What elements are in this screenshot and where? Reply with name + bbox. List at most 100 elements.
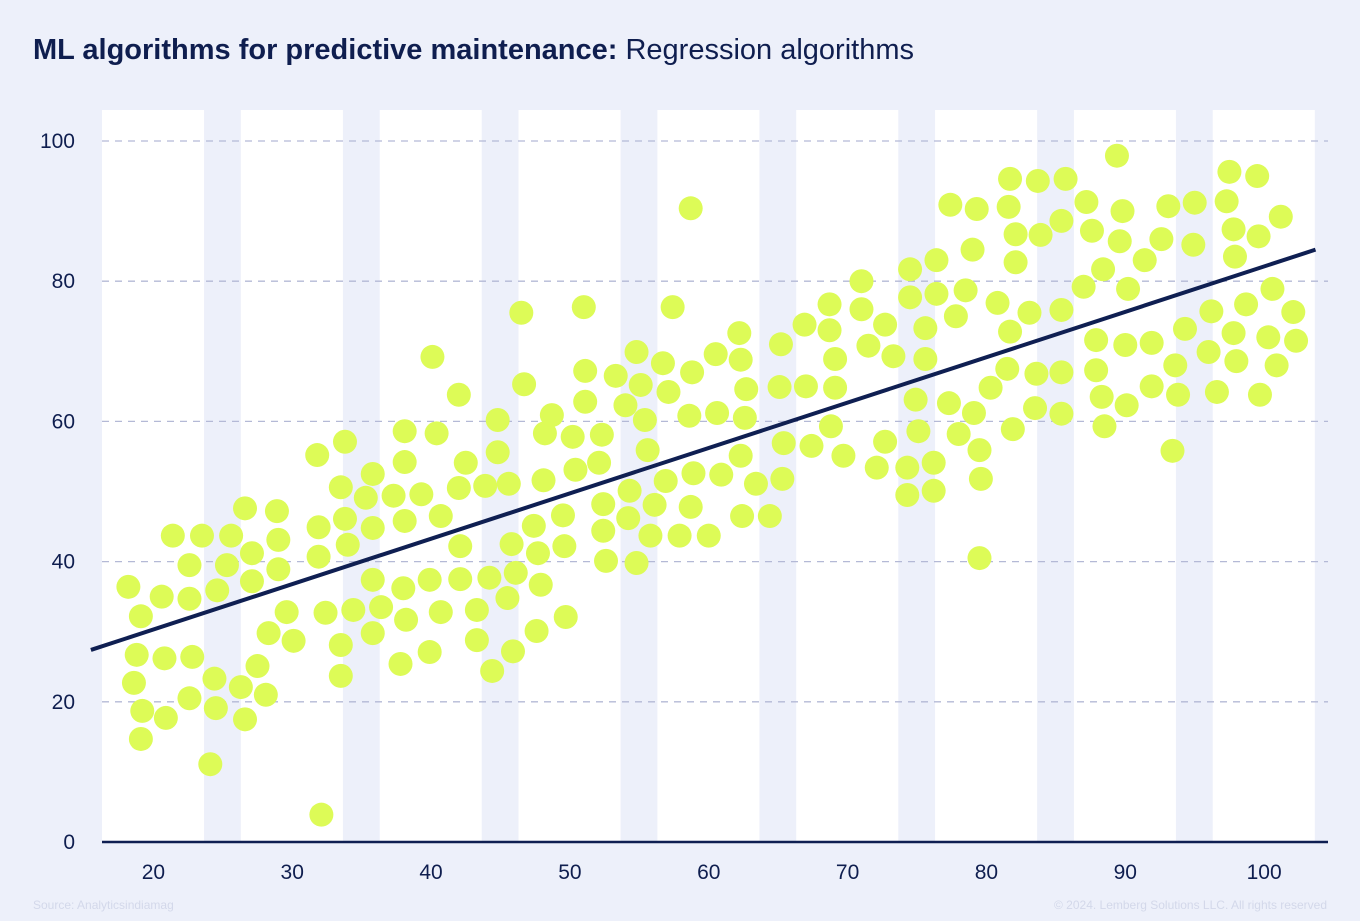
data-point (732, 405, 757, 430)
data-point (913, 316, 938, 341)
data-point (1196, 340, 1221, 365)
data-point (509, 300, 534, 325)
data-point (864, 455, 889, 480)
data-point (500, 639, 525, 664)
data-point (128, 604, 153, 629)
data-point (903, 387, 928, 412)
data-point (1025, 168, 1050, 193)
data-point (573, 358, 598, 383)
data-point (1071, 274, 1096, 299)
data-point (678, 494, 703, 519)
data-point (642, 492, 667, 517)
data-point (728, 443, 753, 468)
data-point (428, 600, 453, 625)
data-point (420, 344, 445, 369)
data-point (480, 658, 505, 683)
data-point (730, 504, 755, 529)
data-point (203, 696, 228, 721)
data-point (473, 473, 498, 498)
data-point (1264, 353, 1289, 378)
y-tick-label: 0 (63, 831, 75, 854)
data-point (964, 196, 989, 221)
data-point (341, 597, 366, 622)
data-point (967, 438, 992, 463)
data-point (996, 194, 1021, 219)
data-point (1284, 328, 1309, 353)
data-point (680, 360, 705, 385)
data-point (667, 523, 692, 548)
data-point (793, 374, 818, 399)
data-point (392, 508, 417, 533)
data-point (266, 527, 291, 552)
data-point (274, 600, 299, 625)
data-point (591, 518, 616, 543)
data-point (677, 403, 702, 428)
chart-title: ML algorithms for predictive maintenance… (33, 34, 914, 67)
data-point (524, 618, 549, 643)
data-point (823, 375, 848, 400)
data-point (1268, 204, 1293, 229)
data-point (881, 344, 906, 369)
data-point (771, 431, 796, 456)
data-point (696, 523, 721, 548)
data-point (128, 726, 153, 751)
data-point (571, 295, 596, 320)
data-point (757, 504, 782, 529)
data-point (1204, 379, 1229, 404)
data-point (160, 523, 185, 548)
data-point (563, 457, 588, 482)
data-point (616, 506, 641, 531)
data-point (628, 372, 653, 397)
data-point (328, 633, 353, 658)
data-point (849, 297, 874, 322)
data-point (1017, 300, 1042, 325)
data-point (477, 565, 502, 590)
data-point (635, 438, 660, 463)
data-point (424, 421, 449, 446)
data-point (678, 196, 703, 221)
data-point (417, 640, 442, 665)
data-point (448, 534, 473, 559)
data-point (1256, 325, 1281, 350)
data-point (995, 356, 1020, 381)
data-point (921, 478, 946, 503)
y-tick-label: 80 (52, 270, 75, 293)
data-point (1116, 276, 1141, 301)
data-point (446, 382, 471, 407)
data-point (792, 312, 817, 337)
background-band (379, 110, 482, 842)
data-point (219, 523, 244, 548)
data-point (770, 466, 795, 491)
data-point (1181, 232, 1206, 257)
data-point (728, 347, 753, 372)
data-point (328, 475, 353, 500)
data-point (943, 304, 968, 329)
data-point (1084, 358, 1109, 383)
data-point (1079, 218, 1104, 243)
data-point (531, 468, 556, 493)
data-point (617, 478, 642, 503)
data-point (1049, 208, 1074, 233)
data-point (767, 375, 792, 400)
data-point (446, 475, 471, 500)
x-tick-label: 90 (1114, 861, 1137, 884)
data-point (589, 422, 614, 447)
data-point (1199, 299, 1224, 324)
data-point (924, 281, 949, 306)
data-point (1182, 190, 1207, 215)
data-point (587, 450, 612, 475)
data-point (1217, 159, 1242, 184)
data-point (1172, 316, 1197, 341)
x-tick-label: 30 (281, 861, 304, 884)
data-point (202, 666, 227, 691)
data-point (913, 347, 938, 372)
background-band (240, 110, 343, 842)
data-point (499, 532, 524, 557)
data-point (417, 567, 442, 592)
data-point (360, 567, 385, 592)
data-point (495, 586, 520, 611)
data-point (1107, 229, 1132, 254)
data-point (448, 567, 473, 592)
data-point (603, 363, 628, 388)
